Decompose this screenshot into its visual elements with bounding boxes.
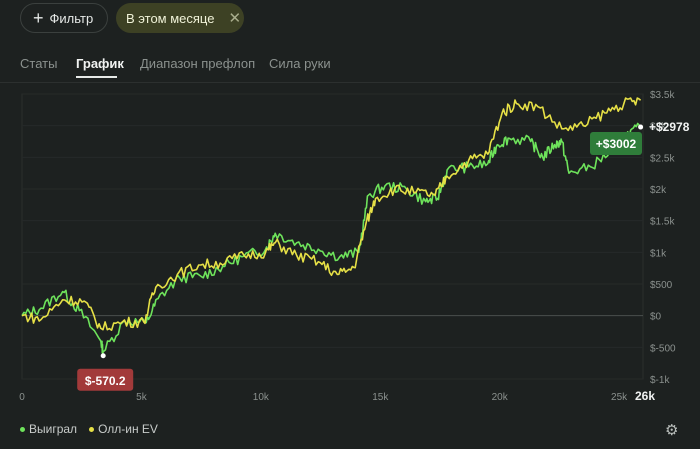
tab-hand-strength[interactable]: Сила руки (269, 56, 331, 71)
legend-item-won: Выиграл (20, 422, 77, 436)
tab-bar: Статы График Диапазон префлоп Сила руки (0, 52, 700, 83)
y-tick-label: $3.5k (650, 90, 675, 101)
tab-preflop-range[interactable]: Диапазон префлоп (140, 56, 256, 71)
legend-item-allin-ev: Олл-ин EV (89, 422, 158, 436)
x-tick-label: 5k (136, 392, 148, 403)
min-point-marker (100, 353, 106, 359)
min-value-label: $-570.2 (85, 374, 126, 388)
close-icon[interactable]: ✕ (228, 10, 242, 27)
series-line-won (21, 122, 642, 356)
plus-icon: + (33, 8, 44, 28)
period-chip[interactable]: В этом месяце ✕ (116, 3, 244, 33)
x-tick-label: 0 (19, 392, 25, 403)
end-point-marker (638, 124, 644, 130)
profit-chart[interactable]: $3.5k $3k $2.5k $2k $1.5k $1k $500 $0 $-500 $-1k 0… (0, 82, 700, 412)
add-filter-button[interactable]: + Фильтр (20, 3, 108, 33)
x-tick-label: 10k (253, 392, 270, 403)
end-value-label: +$2978 (649, 120, 690, 134)
period-chip-label: В этом месяце (126, 10, 215, 26)
legend-swatch-won (20, 426, 25, 432)
x-tick-label: 26k (635, 389, 655, 403)
x-tick-label: 20k (492, 392, 509, 403)
y-tick-label: $500 (650, 280, 673, 291)
gear-icon[interactable]: ⚙ (665, 422, 679, 439)
series-line-allin-ev (21, 97, 642, 331)
won-value-badge (590, 132, 642, 155)
tab-graph[interactable]: График (76, 56, 124, 71)
filter-label: Фильтр (49, 10, 94, 26)
y-tick-label: $-500 (650, 343, 676, 354)
y-tick-label: $1.5k (650, 217, 675, 228)
y-tick-label: $3k (650, 122, 667, 133)
y-tick-label: $1k (650, 248, 667, 259)
legend-label-won: Выиграл (29, 422, 78, 436)
chart-legend: Выиграл Олл-ин EV (20, 422, 158, 436)
y-tick-label: $2k (650, 185, 667, 196)
x-tick-label: 15k (372, 392, 389, 403)
y-tick-label: $2.5k (650, 153, 675, 164)
y-tick-label: $-1k (650, 375, 670, 386)
min-value-badge (77, 368, 134, 391)
active-tab-indicator (76, 76, 117, 78)
y-tick-label: $0 (650, 312, 662, 323)
won-value-label: +$3002 (596, 137, 637, 151)
legend-swatch-allin-ev (89, 426, 95, 432)
legend-label-allin-ev: Олл-ин EV (98, 422, 158, 436)
toolbar: + Фильтр В этом месяце ✕ (0, 0, 700, 40)
tab-stats[interactable]: Статы (20, 56, 58, 71)
x-tick-label: 25k (611, 392, 628, 403)
